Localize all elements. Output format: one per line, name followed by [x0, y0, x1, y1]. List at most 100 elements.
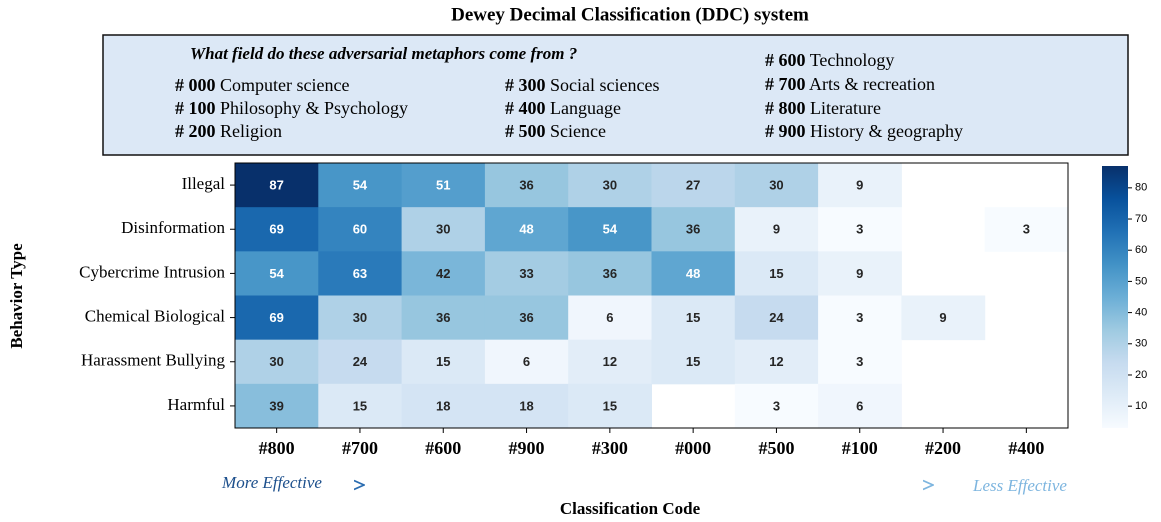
cell-label: 15 — [769, 266, 783, 281]
legend-item: # 100 Philosophy & Psychology — [175, 98, 408, 118]
heat-cell — [401, 339, 486, 385]
heat-cell — [734, 163, 819, 208]
cell-label: 39 — [269, 398, 283, 413]
heat-cell — [568, 251, 652, 296]
cell-label: 30 — [269, 354, 283, 369]
cell-label: 24 — [769, 310, 784, 325]
heat-cell — [818, 163, 902, 208]
heat-cell — [484, 383, 569, 429]
heat-cell — [484, 251, 569, 296]
cell-label: 42 — [436, 266, 450, 281]
y-tick-label: Chemical Biological — [85, 306, 225, 325]
heat-cell — [651, 295, 736, 341]
legend-item: # 300 Social sciences — [505, 75, 659, 95]
heat-cell — [568, 207, 652, 252]
cell-label: 3 — [856, 222, 863, 237]
cell-label: 69 — [269, 222, 283, 237]
colorbar-tick-label: 30 — [1135, 338, 1147, 350]
heat-cell — [318, 295, 403, 341]
chart-title: Dewey Decimal Classification (DDC) syste… — [451, 4, 809, 25]
legend-code: # 700 — [765, 74, 806, 94]
legend-item: # 200 Religion — [175, 121, 282, 141]
cell-label: 87 — [269, 178, 283, 193]
legend-label: Science — [550, 121, 606, 141]
legend-code: # 200 — [175, 121, 216, 141]
cell-label: 3 — [1023, 222, 1030, 237]
legend-code: # 000 — [175, 75, 216, 95]
cell-label: 51 — [436, 178, 450, 193]
cell-label: 27 — [686, 178, 700, 193]
colorbar — [1102, 166, 1128, 428]
heat-cell — [401, 163, 486, 208]
cell-label: 18 — [519, 398, 533, 413]
colorbar-tick-label: 60 — [1135, 244, 1147, 256]
legend-code: # 900 — [765, 121, 806, 141]
heat-cell — [235, 339, 319, 385]
cell-label: 63 — [353, 266, 367, 281]
x-tick-label: #400 — [1008, 438, 1044, 458]
cell-label: 54 — [603, 222, 618, 237]
legend-code: # 300 — [505, 75, 546, 95]
legend-label: History & geography — [810, 121, 963, 141]
annotation: Less Effective — [972, 476, 1067, 495]
heat-cell — [401, 251, 486, 296]
x-tick-label: #300 — [592, 438, 628, 458]
cell-label: 3 — [773, 398, 780, 413]
cell-label: 6 — [856, 398, 863, 413]
cell-label: 54 — [269, 266, 284, 281]
legend-code: # 100 — [175, 98, 216, 118]
y-tick-label: Disinformation — [121, 218, 225, 237]
heat-cell — [568, 383, 652, 429]
cell-label: 3 — [856, 310, 863, 325]
cell-label: 9 — [773, 222, 780, 237]
heat-cell — [235, 251, 319, 296]
legend-label: Literature — [810, 98, 881, 118]
cell-label: 6 — [606, 310, 613, 325]
legend-code: # 400 — [505, 98, 546, 118]
legend-label: Social sciences — [550, 75, 659, 95]
heat-cell — [901, 295, 986, 341]
cell-label: 9 — [939, 310, 946, 325]
heat-cell — [651, 251, 736, 296]
heat-cell — [651, 163, 736, 208]
cell-label: 18 — [436, 398, 450, 413]
heat-cell — [651, 207, 736, 252]
y-axis-label: Behavior Type — [7, 243, 26, 349]
legend-question: What field do these adversarial metaphor… — [190, 44, 577, 63]
plot-frame — [234, 162, 1069, 429]
heat-cell — [818, 383, 902, 429]
cell-label: 36 — [519, 310, 533, 325]
x-tick-label: #700 — [342, 438, 378, 458]
heat-cell — [568, 163, 652, 208]
heat-cell — [235, 207, 319, 252]
cell-label: 9 — [856, 178, 863, 193]
heat-cell — [484, 339, 569, 385]
heat-cell — [318, 383, 403, 429]
heat-cell — [818, 295, 902, 341]
heat-cell — [568, 295, 652, 341]
cell-label: 48 — [519, 222, 533, 237]
legend-code: # 600 — [765, 50, 806, 70]
heat-cell — [734, 295, 819, 341]
x-tick-label: #100 — [842, 438, 878, 458]
cell-label: 36 — [519, 178, 533, 193]
x-tick-label: #000 — [675, 438, 711, 458]
cell-label: 24 — [353, 354, 368, 369]
heat-cell — [484, 207, 569, 252]
cell-label: 6 — [523, 354, 530, 369]
heat-cell — [734, 339, 819, 385]
cell-label: 15 — [436, 354, 450, 369]
cell-label: 15 — [603, 398, 617, 413]
y-tick-label: Illegal — [182, 174, 226, 193]
heat-cell — [318, 339, 403, 385]
heat-cell — [235, 295, 319, 341]
cell-label: 30 — [436, 222, 450, 237]
colorbar-tick-label: 50 — [1135, 275, 1147, 287]
cell-label: 15 — [686, 310, 700, 325]
x-tick-label: #600 — [425, 438, 461, 458]
cell-label: 69 — [269, 310, 283, 325]
heat-cell — [734, 383, 819, 429]
colorbar-tick-label: 10 — [1135, 400, 1147, 412]
legend-label: Philosophy & Psychology — [220, 98, 408, 118]
cell-label: 15 — [686, 354, 700, 369]
